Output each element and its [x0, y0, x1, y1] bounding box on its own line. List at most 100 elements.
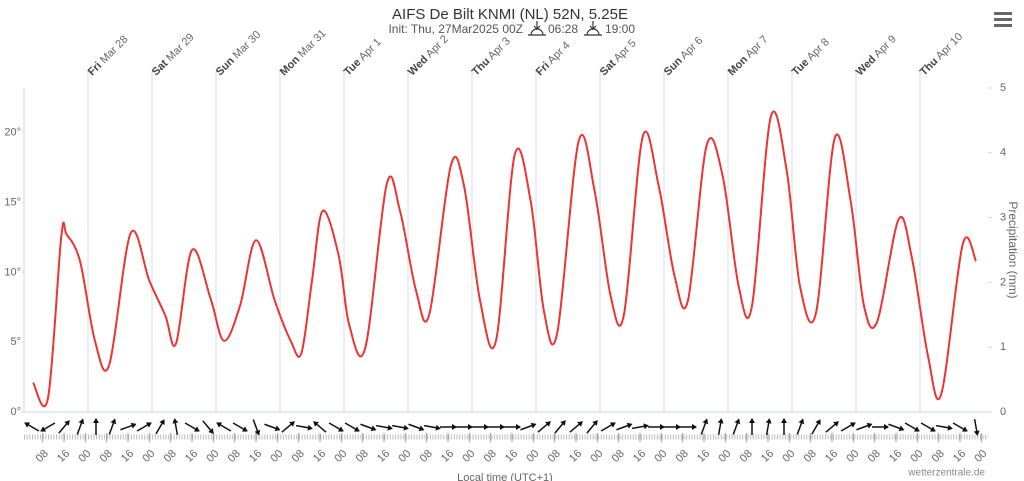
x-tick-label: 08	[738, 448, 755, 465]
wind-head	[961, 426, 968, 432]
x-tick-label: 08	[482, 448, 499, 465]
day-name: Wed	[854, 53, 879, 78]
day-date: Mar 30	[231, 29, 264, 62]
credit: wetterzentrale.de	[907, 468, 985, 479]
wind-head	[418, 425, 425, 432]
x-tick-label: 08	[610, 448, 627, 465]
x-tick-label: 16	[311, 448, 328, 465]
day-label: Sun Mar 30	[214, 29, 264, 79]
wind-arrow	[680, 424, 697, 430]
wind-head	[702, 418, 709, 425]
wind-head	[781, 418, 787, 423]
x-tick-label: 00	[844, 448, 861, 465]
day-name: Sun	[214, 55, 237, 78]
day-date: Apr 2	[424, 33, 451, 60]
wind-arrow	[935, 424, 953, 431]
wind-head	[387, 424, 393, 431]
wind-head	[40, 426, 47, 432]
x-tick-label: 00	[332, 448, 349, 465]
wind-head	[592, 420, 598, 426]
wind-head	[93, 418, 99, 423]
x-tick-label: 16	[823, 448, 840, 465]
wind-head	[676, 424, 681, 430]
wind-head	[313, 421, 319, 427]
day-label: Mon Mar 31	[278, 27, 329, 78]
wind-arrow	[252, 419, 261, 436]
y-tick-label: 5°	[10, 336, 21, 348]
wind-head	[973, 430, 980, 436]
wind-arrow	[811, 419, 821, 435]
y2-tick-label: 1	[1000, 341, 1006, 353]
wind-head	[866, 422, 873, 429]
wind-arrow	[216, 422, 232, 432]
wind-arrow	[616, 422, 633, 431]
wind-head	[913, 426, 920, 432]
x-tick-label: 16	[887, 448, 904, 465]
x-tick-label: 16	[503, 448, 520, 465]
sunset-icon	[584, 21, 602, 36]
wind-arrow	[872, 424, 889, 430]
wind-arrow	[749, 418, 755, 435]
wind-arrow	[700, 418, 709, 435]
day-name: Thu	[918, 55, 941, 78]
x-tick-label: 00	[780, 448, 797, 465]
wind-head	[626, 422, 633, 429]
x-tick-label: 16	[119, 448, 136, 465]
wind-arrow	[569, 421, 583, 433]
menu-button[interactable]	[994, 12, 1012, 27]
x-tick-label: 16	[55, 448, 72, 465]
x-tick-label: 00	[716, 448, 733, 465]
y2-tick-label: 4	[1000, 147, 1006, 159]
wind-head	[110, 418, 117, 425]
wind-arrow	[24, 422, 40, 432]
x-tick-label: 08	[98, 448, 115, 465]
wind-arrow	[440, 424, 457, 430]
wind-head	[692, 424, 697, 430]
wind-head	[145, 422, 152, 428]
x-tick-label: 08	[34, 448, 51, 465]
wind-arrow	[93, 418, 99, 435]
wind-arrow	[781, 418, 787, 435]
wind-arrow	[313, 421, 327, 433]
x-tick-label: 08	[674, 448, 691, 465]
wind-arrow	[952, 422, 968, 432]
day-label: Fri Apr 4	[534, 39, 573, 78]
wind-arrow	[765, 418, 772, 436]
day-name: Sat	[150, 57, 171, 78]
wind-arrow	[456, 424, 473, 430]
day-name: Tue	[790, 56, 812, 78]
wind-arrow	[520, 422, 537, 431]
wind-arrow	[796, 418, 805, 435]
wind-head	[193, 426, 200, 432]
wind-arrow	[920, 422, 936, 432]
x-tick-label: 16	[951, 448, 968, 465]
y2-tick-label: 5	[1000, 82, 1006, 94]
wind-arrow	[631, 423, 649, 430]
wind-head	[734, 418, 741, 425]
sunset-time: 19:00	[605, 22, 635, 36]
wind-arrow	[328, 422, 344, 432]
day-date: Apr 1	[357, 36, 384, 63]
day-name: Sun	[662, 55, 685, 78]
x-tick-label: 00	[140, 448, 157, 465]
wind-arrow	[554, 420, 566, 434]
x-tick-label: 16	[247, 448, 264, 465]
x-tick-label: 00	[460, 448, 477, 465]
y-tick-label: 0°	[10, 406, 21, 418]
wind-head	[545, 421, 551, 427]
day-label: Wed Apr 2	[406, 33, 451, 78]
day-date: Apr 4	[545, 39, 572, 66]
x-tick-label: 08	[226, 448, 243, 465]
x-tick-label: 00	[524, 448, 541, 465]
wind-head	[815, 419, 821, 426]
y2-axis-title: Precipitation (mm)	[1006, 201, 1020, 298]
wind-head	[353, 426, 360, 432]
x-tick-label: 16	[567, 448, 584, 465]
wind-arrow	[344, 422, 360, 432]
wind-head	[130, 422, 137, 429]
wind-head	[749, 418, 755, 423]
x-tick-label: 00	[76, 448, 93, 465]
wind-head	[64, 420, 70, 426]
day-date: Apr 9	[872, 33, 899, 60]
wind-arrow	[537, 421, 551, 433]
